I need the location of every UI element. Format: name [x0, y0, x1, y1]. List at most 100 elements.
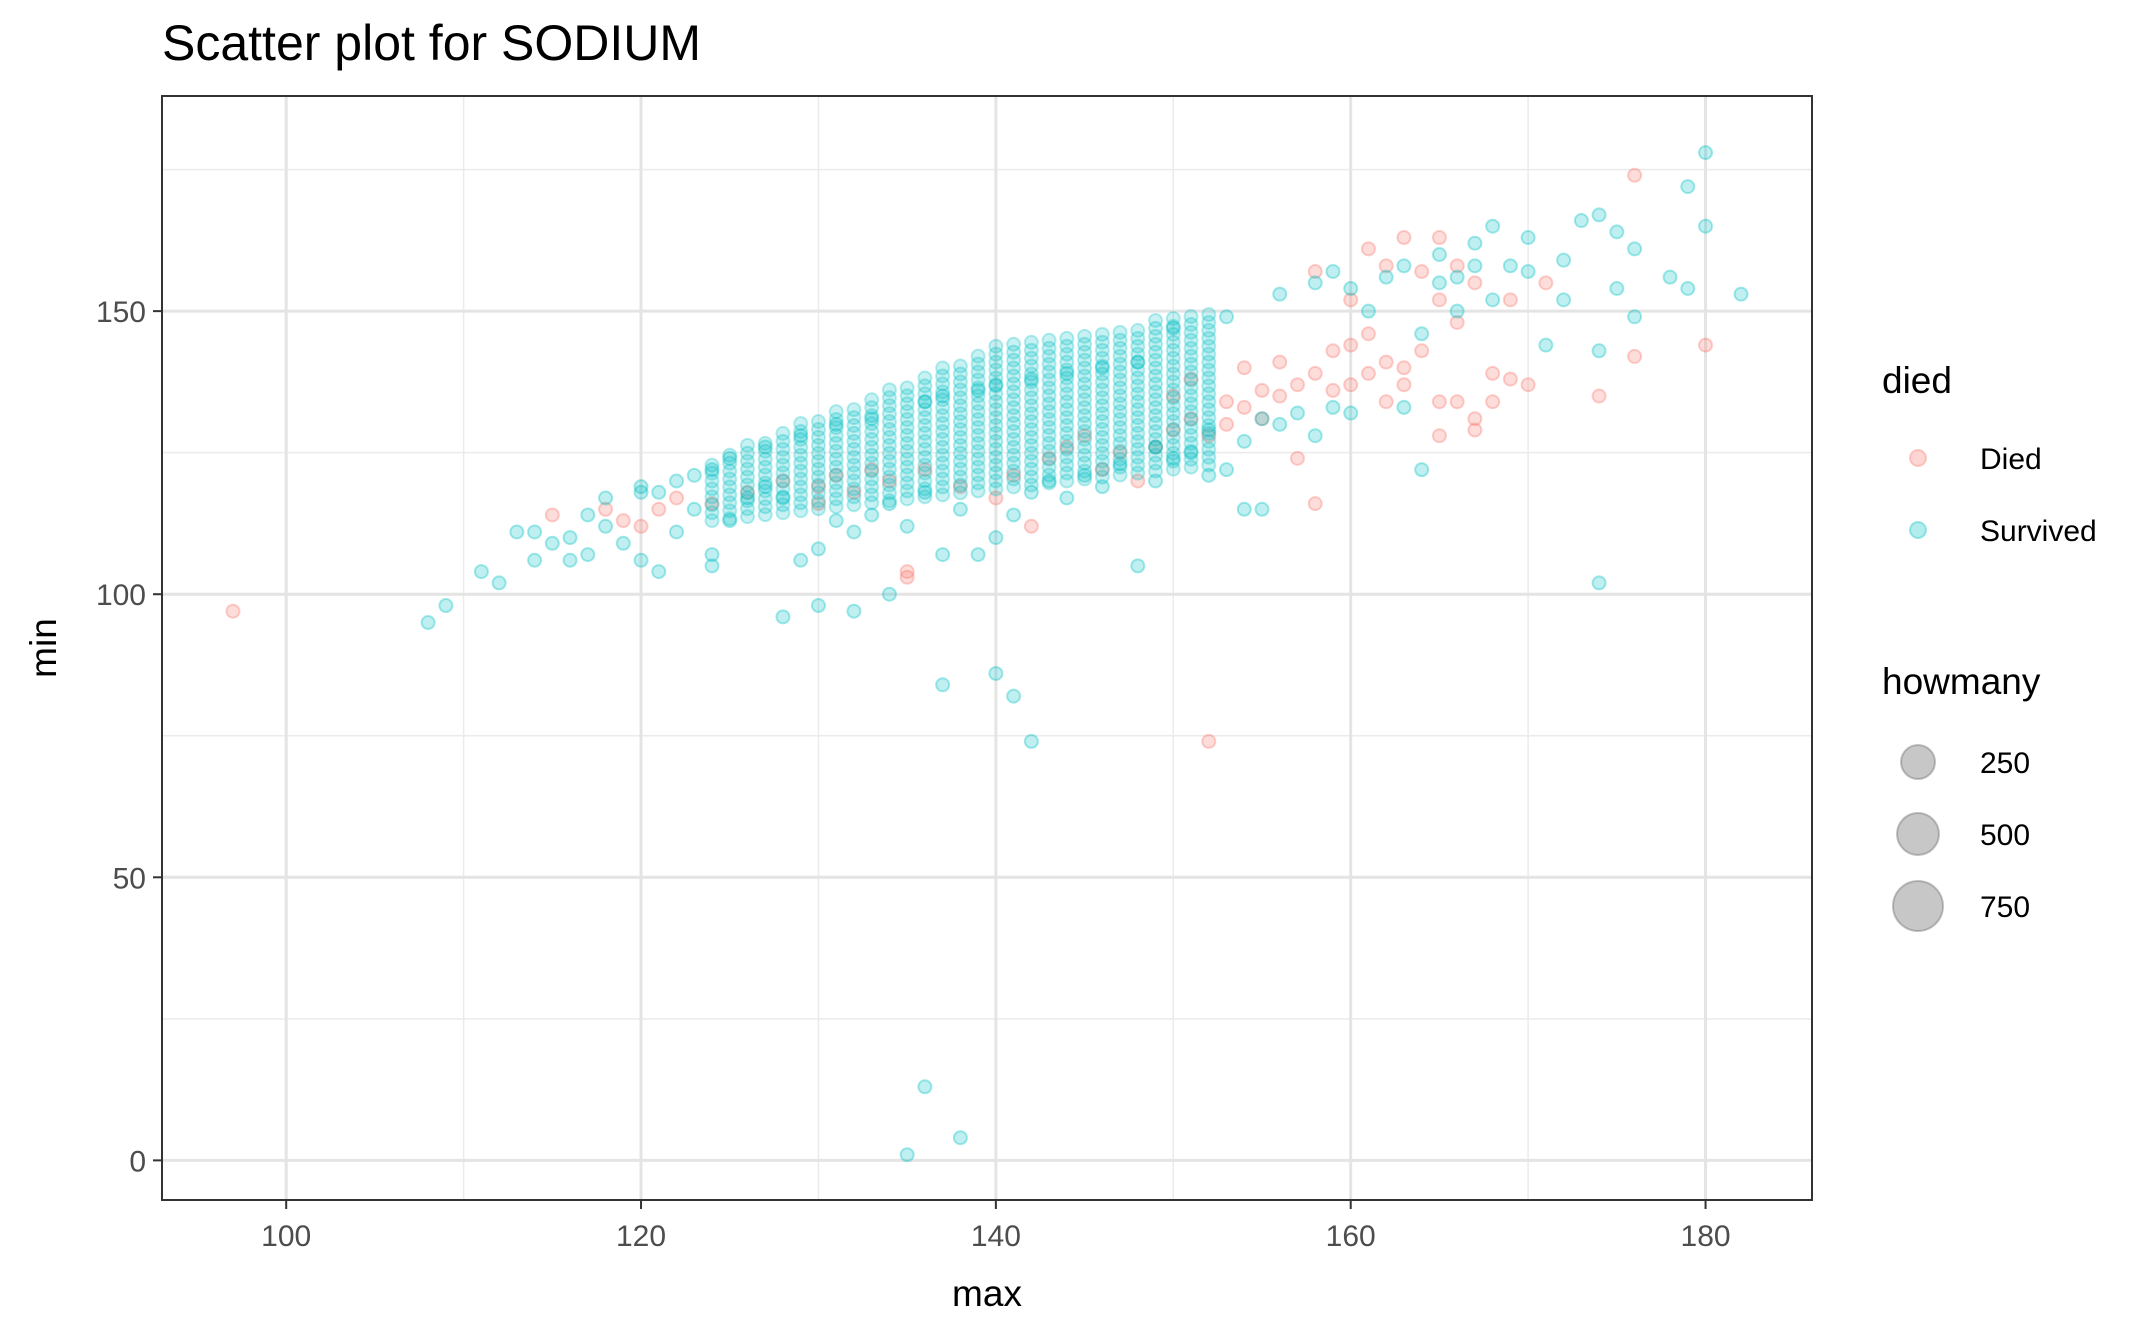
point-survived-dense — [1077, 336, 1093, 352]
point-survived-dense — [1112, 459, 1128, 475]
point-survived — [1573, 213, 1589, 229]
point-survived — [1094, 479, 1110, 495]
point-died — [669, 490, 685, 506]
point-died — [1219, 394, 1235, 410]
point-survived-dense — [1041, 348, 1057, 364]
point-survived — [1698, 218, 1714, 234]
point-survived-dense — [988, 394, 1004, 410]
point-survived-dense — [1023, 382, 1039, 398]
point-survived — [1591, 343, 1607, 359]
series-survived — [420, 145, 1749, 1163]
point-survived-dense — [1094, 374, 1110, 390]
point-survived-dense — [988, 370, 1004, 386]
point-survived-dense — [1059, 449, 1075, 465]
point-survived-dense — [935, 439, 951, 455]
legend-size-label-750: 750 — [1980, 891, 2030, 924]
point-died — [1165, 422, 1181, 438]
point-survived-dense — [722, 455, 738, 471]
point-died — [1396, 360, 1412, 376]
point-survived — [1219, 309, 1235, 325]
point-survived — [757, 479, 773, 495]
point-survived-dense — [970, 356, 986, 372]
point-died — [810, 496, 826, 512]
point-survived-dense — [1077, 416, 1093, 432]
point-survived-dense — [917, 473, 933, 489]
point-survived-dense — [828, 419, 844, 435]
point-survived-dense — [1006, 416, 1022, 432]
point-survived-dense — [1130, 402, 1146, 418]
point-survived-dense — [1041, 356, 1057, 372]
point-survived-dense — [899, 483, 915, 499]
point-survived-dense — [881, 453, 897, 469]
point-survived-dense — [1165, 366, 1181, 382]
point-survived-dense — [970, 467, 986, 483]
point-survived-dense — [1006, 392, 1022, 408]
point-survived-dense — [1059, 362, 1075, 378]
point-died — [1077, 428, 1093, 444]
point-survived-dense — [935, 376, 951, 392]
point-survived-dense — [1006, 336, 1022, 352]
point-survived-dense — [1006, 360, 1022, 376]
point-survived-dense — [988, 441, 1004, 457]
point-survived-dense — [864, 408, 880, 424]
point-survived — [669, 473, 685, 489]
point-survived-dense — [1059, 402, 1075, 418]
point-survived-dense — [810, 501, 826, 517]
point-survived-dense — [722, 463, 738, 479]
point-survived — [633, 484, 649, 500]
point-survived — [810, 598, 826, 614]
point-survived-dense — [793, 455, 809, 471]
point-survived-dense — [1130, 378, 1146, 394]
point-survived-dense — [739, 493, 755, 509]
legend-size-key-500 — [1896, 812, 1940, 856]
point-survived — [864, 411, 880, 427]
point-survived-dense — [1059, 465, 1075, 481]
point-died — [1201, 428, 1217, 444]
point-survived-dense — [1130, 433, 1146, 449]
point-survived-dense — [864, 471, 880, 487]
point-survived-dense — [1023, 358, 1039, 374]
point-survived-dense — [1041, 388, 1057, 404]
point-survived-dense — [722, 495, 738, 511]
point-survived-dense — [970, 451, 986, 467]
point-survived-dense — [988, 418, 1004, 434]
point-survived-dense — [1094, 461, 1110, 477]
point-survived-dense — [952, 461, 968, 477]
point-survived-dense — [1148, 352, 1164, 368]
point-survived-dense — [1077, 439, 1093, 455]
point-survived-dense — [722, 487, 738, 503]
point-survived-dense — [1148, 312, 1164, 328]
point-survived-dense — [988, 465, 1004, 481]
point-survived-dense — [704, 505, 720, 521]
point-survived — [988, 530, 1004, 546]
point-survived-dense — [917, 465, 933, 481]
point-survived-dense — [1165, 390, 1181, 406]
point-died — [1254, 411, 1270, 427]
point-survived-dense — [935, 463, 951, 479]
point-survived-dense — [1077, 328, 1093, 344]
point-died — [1023, 518, 1039, 534]
point-survived — [615, 535, 631, 551]
point-survived-dense — [881, 461, 897, 477]
point-survived — [1467, 235, 1483, 251]
point-survived — [810, 541, 826, 557]
point-survived — [1006, 688, 1022, 704]
point-survived-dense — [1130, 457, 1146, 473]
dense-cluster — [704, 307, 1217, 529]
point-survived-dense — [935, 447, 951, 463]
point-survived-dense — [793, 423, 809, 439]
point-survived-dense — [1059, 354, 1075, 370]
point-survived-dense — [1059, 394, 1075, 410]
point-survived — [952, 1130, 968, 1146]
point-survived — [970, 382, 986, 398]
point-survived-dense — [1006, 352, 1022, 368]
point-survived — [1094, 360, 1110, 376]
point-survived-dense — [1077, 368, 1093, 384]
point-died — [864, 462, 880, 478]
point-survived-dense — [881, 414, 897, 430]
point-survived-dense — [1006, 479, 1022, 495]
point-survived-dense — [1183, 316, 1199, 332]
point-survived-dense — [1130, 410, 1146, 426]
point-survived-dense — [1041, 412, 1057, 428]
point-survived-dense — [1077, 463, 1093, 479]
